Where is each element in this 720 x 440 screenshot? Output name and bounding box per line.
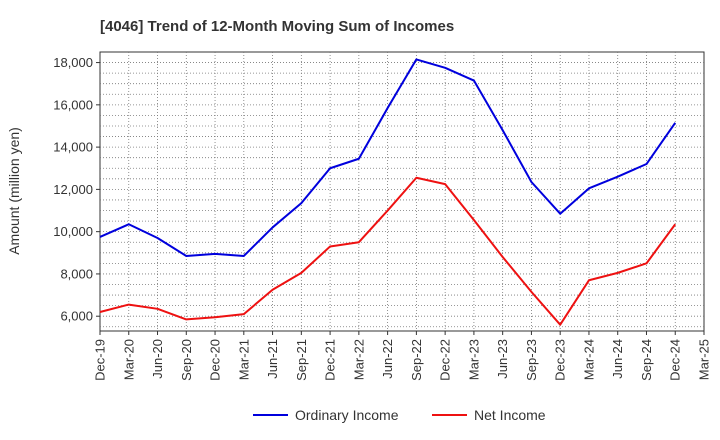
- series-line-net-income: [99, 176, 677, 326]
- series-line-ordinary-income: [99, 58, 677, 257]
- legend: Ordinary Income Net Income: [253, 407, 546, 423]
- x-tick-label: Mar-24: [581, 339, 596, 380]
- legend-label: Net Income: [474, 407, 546, 423]
- x-tick-label: Jun-23: [495, 339, 510, 379]
- y-tick-label: 6,000: [60, 309, 93, 324]
- y-axis-label: Amount (million yen): [6, 127, 22, 255]
- chart-title: [4046] Trend of 12-Month Moving Sum of I…: [100, 18, 454, 35]
- x-tick-label: Dec-23: [553, 339, 568, 381]
- x-tick-label: Mar-25: [697, 339, 712, 380]
- y-tick-label: 16,000: [53, 97, 93, 112]
- x-tick-label: Mar-21: [236, 339, 251, 380]
- y-tick-label: 14,000: [53, 140, 93, 155]
- series-lines: [99, 58, 677, 326]
- legend-label: Ordinary Income: [295, 407, 399, 423]
- x-tick-label: Dec-22: [438, 339, 453, 381]
- y-tick-label: 12,000: [53, 182, 93, 197]
- y-tick-labels: 6,000 8,000 10,000 12,000 14,000 16,000 18,000: [53, 55, 100, 324]
- x-tick-label: Dec-19: [93, 339, 108, 381]
- y-tick-label: 8,000: [60, 266, 93, 281]
- x-tick-labels: Dec-19 Mar-20 Jun-20 Sep-20 Dec-20 Mar-21 Jun-…: [93, 331, 712, 381]
- x-tick-label: Mar-22: [351, 339, 366, 380]
- x-tick-label: Jun-24: [610, 339, 625, 379]
- x-tick-label: Mar-23: [466, 339, 481, 380]
- y-tick-label: 18,000: [53, 55, 93, 70]
- x-tick-label: Sep-21: [294, 339, 309, 381]
- x-tick-label: Sep-20: [179, 339, 194, 381]
- x-tick-label: Jun-21: [265, 339, 280, 379]
- x-tick-label: Sep-22: [409, 339, 424, 381]
- x-tick-label: Dec-21: [323, 339, 338, 381]
- x-tick-label: Sep-24: [639, 339, 654, 381]
- plot-area: [99, 51, 705, 332]
- x-tick-label: Jun-22: [380, 339, 395, 379]
- y-tick-label: 10,000: [53, 224, 93, 239]
- x-tick-label: Dec-20: [208, 339, 223, 381]
- x-tick-label: Mar-20: [121, 339, 136, 380]
- x-tick-label: Jun-20: [150, 339, 165, 379]
- x-tick-label: Sep-23: [524, 339, 539, 381]
- x-tick-label: Dec-24: [668, 339, 683, 381]
